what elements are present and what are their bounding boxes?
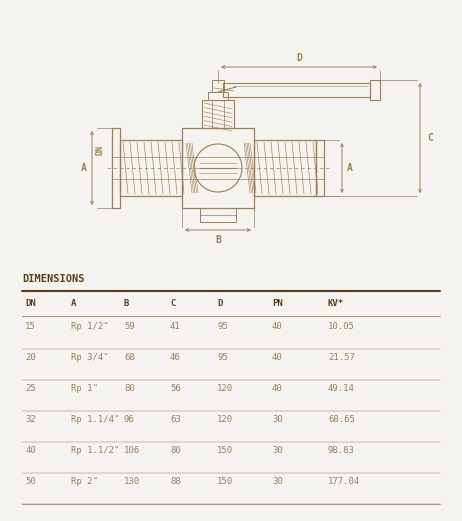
Text: 20: 20 [25, 353, 36, 362]
Text: 59: 59 [124, 322, 135, 331]
Bar [200, 208, 236, 222]
Text: 46: 46 [170, 353, 181, 362]
Bar [202, 100, 234, 128]
Text: 120: 120 [217, 415, 233, 424]
Text: 15: 15 [25, 322, 36, 331]
Text: 49.14: 49.14 [328, 384, 355, 393]
Text: 21.57: 21.57 [328, 353, 355, 362]
Text: 106: 106 [124, 446, 140, 455]
Text: 30: 30 [272, 446, 283, 455]
Text: 32: 32 [25, 415, 36, 424]
Text: 25: 25 [25, 384, 36, 393]
Text: 40: 40 [272, 353, 283, 362]
Text: 80: 80 [124, 384, 135, 393]
Text: 80: 80 [170, 446, 181, 455]
Text: A: A [81, 163, 87, 173]
Text: 130: 130 [124, 477, 140, 486]
Text: Rp 3/4": Rp 3/4" [71, 353, 109, 362]
Bar [254, 140, 316, 196]
Text: D: D [217, 300, 222, 308]
Text: DN: DN [25, 300, 36, 308]
Text: DIMENSIONS: DIMENSIONS [22, 275, 85, 284]
Text: 95: 95 [217, 322, 228, 331]
Text: B: B [215, 235, 221, 245]
Text: 63: 63 [170, 415, 181, 424]
Text: Rp 1/2": Rp 1/2" [71, 322, 109, 331]
Text: 40: 40 [25, 446, 36, 455]
Text: 98.83: 98.83 [328, 446, 355, 455]
Text: Rp 1": Rp 1" [71, 384, 98, 393]
Text: 96: 96 [124, 415, 135, 424]
Text: 30: 30 [272, 477, 283, 486]
Bar [316, 140, 324, 196]
Text: 41: 41 [170, 322, 181, 331]
Text: 150: 150 [217, 446, 233, 455]
Bar [208, 92, 228, 100]
Text: 177.04: 177.04 [328, 477, 360, 486]
Text: 120: 120 [217, 384, 233, 393]
Text: 68.65: 68.65 [328, 415, 355, 424]
Text: A: A [347, 163, 353, 173]
Text: 10.05: 10.05 [328, 322, 355, 331]
Text: A: A [71, 300, 76, 308]
Text: DN: DN [96, 145, 104, 155]
Text: D: D [296, 53, 302, 63]
Bar [223, 83, 370, 97]
Text: 50: 50 [25, 477, 36, 486]
Text: Rp 1.1/4": Rp 1.1/4" [71, 415, 119, 424]
Text: 40: 40 [272, 322, 283, 331]
Bar [212, 80, 224, 92]
Text: 56: 56 [170, 384, 181, 393]
Text: C: C [170, 300, 176, 308]
Text: 150: 150 [217, 477, 233, 486]
Bar [182, 128, 254, 208]
Text: C: C [427, 133, 433, 143]
Text: 40: 40 [272, 384, 283, 393]
Text: 88: 88 [170, 477, 181, 486]
Text: KV*: KV* [328, 300, 344, 308]
Text: PN: PN [272, 300, 283, 308]
Bar [370, 80, 380, 100]
Text: 95: 95 [217, 353, 228, 362]
Text: Rp 2": Rp 2" [71, 477, 98, 486]
Text: Rp 1.1/2": Rp 1.1/2" [71, 446, 119, 455]
Text: 30: 30 [272, 415, 283, 424]
Bar [120, 140, 182, 196]
Text: B: B [124, 300, 129, 308]
Bar [112, 128, 120, 208]
Text: 68: 68 [124, 353, 135, 362]
